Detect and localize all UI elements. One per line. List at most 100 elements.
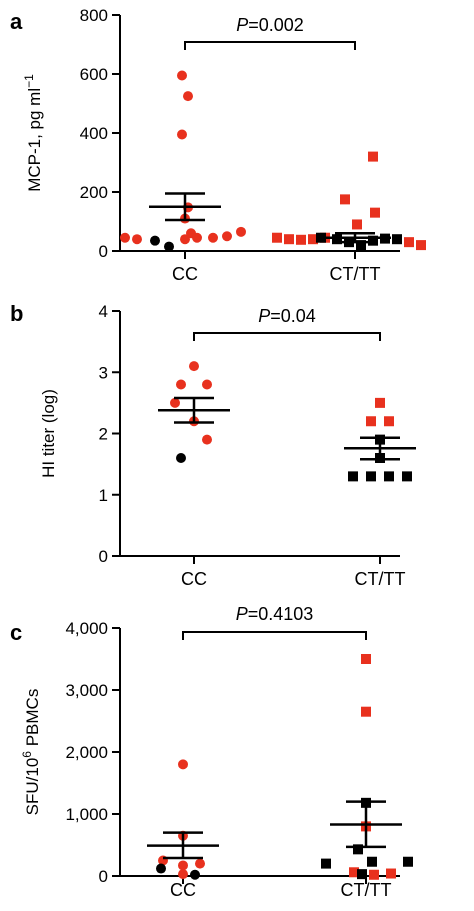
data-point	[296, 234, 306, 245]
data-point	[308, 234, 318, 245]
data-point	[368, 151, 378, 162]
data-point	[416, 240, 426, 251]
data-point	[384, 471, 394, 482]
p-symbol: P	[236, 604, 248, 624]
significance-bracket	[184, 41, 356, 50]
p-symbol: P	[236, 15, 248, 35]
p-number: =0.4103	[248, 604, 314, 624]
x-tick-label: CC	[181, 569, 207, 589]
y-axis-title: HI titer (log)	[39, 389, 58, 478]
data-point	[178, 869, 188, 880]
y-tick-label: 600	[80, 65, 108, 84]
p-number: =0.04	[270, 306, 316, 326]
data-point	[192, 232, 202, 243]
x-tick-label: CT/TT	[330, 264, 381, 284]
p-number: =0.002	[248, 15, 304, 35]
y-tick-label: 3,000	[65, 681, 108, 700]
data-point	[183, 91, 193, 102]
data-point	[190, 869, 200, 880]
chart-panel-b: b 0 1 2 3 4 CC CT/TT HI titer (log) P=0.04	[10, 301, 416, 589]
y-tick-label: 2,000	[65, 743, 108, 762]
data-point	[370, 207, 380, 218]
y-axis-title-superscript: 6	[20, 751, 34, 758]
data-point	[177, 70, 187, 81]
y-tick-label: 400	[80, 124, 108, 143]
data-point	[366, 471, 376, 482]
data-point	[356, 240, 366, 251]
data-point	[176, 453, 186, 463]
data-point	[202, 434, 212, 445]
y-tick-label: 0	[99, 867, 108, 886]
data-point	[349, 867, 359, 878]
data-point	[178, 860, 188, 871]
y-axis-title-superscript: −1	[22, 74, 36, 88]
y-tick-label: 1	[99, 486, 108, 505]
chart-panel-a: a 0 200 400 600 800 CC CT/TT MCP-1, pg ml−1 P=0.0…	[10, 6, 426, 284]
data-point	[353, 844, 363, 855]
data-point	[392, 234, 402, 245]
y-axis-title: MCP-1, pg ml−1	[22, 74, 44, 192]
data-point	[384, 416, 394, 427]
data-point	[178, 759, 188, 770]
y-axis-title-text: SFU/10	[23, 758, 42, 816]
y-tick-label: 4	[99, 302, 108, 321]
p-symbol: P	[258, 306, 270, 326]
panel-label: b	[10, 301, 23, 326]
x-tick-label: CT/TT	[341, 880, 392, 900]
data-point	[404, 237, 414, 248]
data-point	[236, 226, 246, 237]
data-point	[357, 869, 367, 880]
data-point	[375, 397, 385, 408]
y-tick-label: 0	[99, 547, 108, 566]
data-point	[368, 235, 378, 246]
data-point	[208, 232, 218, 243]
data-point	[176, 379, 186, 390]
data-point	[189, 361, 199, 372]
data-point	[367, 856, 377, 867]
data-point	[222, 231, 232, 242]
data-point	[366, 416, 376, 427]
y-tick-label: 800	[80, 6, 108, 25]
data-point	[403, 856, 413, 867]
data-point	[369, 869, 379, 880]
data-point	[272, 232, 282, 243]
y-tick-label: 1,000	[65, 805, 108, 824]
chart-panel-c: c 0 1,000 2,000 3,000 4,000 CC CT/TT SFU/106 PBM…	[10, 604, 413, 900]
data-point	[195, 858, 205, 869]
y-axis-title-suffix: PBMCs	[23, 689, 42, 751]
data-point	[402, 471, 412, 482]
data-point	[348, 471, 358, 482]
p-value-label: P=0.002	[236, 15, 304, 35]
data-point	[120, 232, 130, 243]
y-axis-title-text: HI titer (log)	[39, 389, 58, 478]
data-point	[177, 129, 187, 140]
data-point	[164, 241, 174, 252]
data-point	[132, 234, 142, 245]
y-axis-title: SFU/106 PBMCs	[20, 689, 42, 816]
data-point	[361, 654, 371, 664]
data-point	[170, 397, 180, 408]
significance-bracket	[182, 631, 367, 640]
data-point	[361, 706, 371, 717]
data-point	[284, 234, 294, 245]
data-point	[150, 235, 160, 246]
data-point	[340, 194, 350, 205]
panel-label: a	[10, 9, 23, 34]
panel-label: c	[10, 620, 22, 645]
significance-bracket	[193, 332, 381, 341]
data-point	[332, 234, 342, 245]
y-tick-label: 3	[99, 363, 108, 382]
data-point	[180, 234, 190, 245]
p-value-label: P=0.04	[258, 306, 316, 326]
y-tick-label: 0	[99, 242, 108, 261]
y-tick-label: 4,000	[65, 619, 108, 638]
data-point	[352, 219, 362, 230]
data-point	[156, 863, 166, 874]
y-axis-title-text: MCP-1, pg ml	[25, 88, 44, 192]
x-tick-label: CT/TT	[355, 569, 406, 589]
p-value-label: P=0.4103	[236, 604, 314, 624]
data-point	[386, 868, 396, 879]
data-point	[202, 379, 212, 390]
x-tick-label: CC	[172, 264, 198, 284]
y-tick-label: 200	[80, 183, 108, 202]
